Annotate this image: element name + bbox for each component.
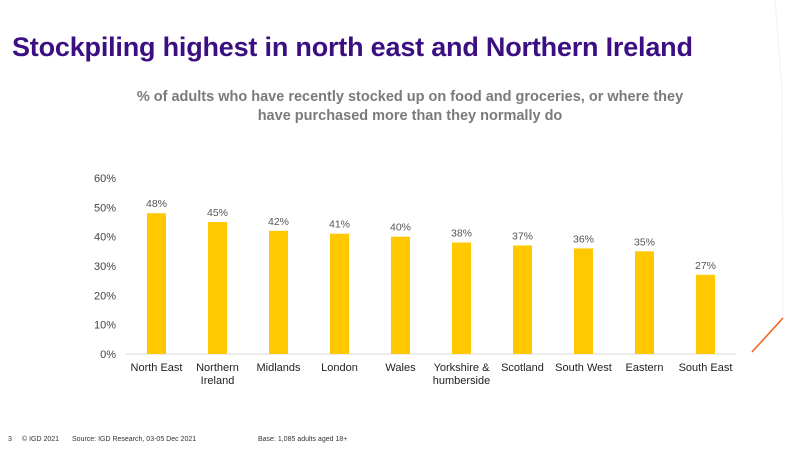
value-label: 42%	[268, 216, 289, 228]
bar	[330, 233, 349, 354]
x-tick-label: Wales	[385, 362, 416, 374]
value-label: 40%	[390, 222, 411, 234]
x-tick-label-line: Northern	[196, 362, 239, 374]
x-tick-label: North East	[131, 362, 183, 374]
x-tick-label: Yorkshire & humberside	[433, 362, 490, 387]
x-tick-label-line: South East	[679, 362, 733, 374]
x-tick-label: London	[321, 362, 358, 374]
y-tick-label: 60%	[94, 173, 116, 185]
source-text: Source: IGD Research, 03-05 Dec 2021	[72, 436, 197, 443]
x-tick-label: South East	[679, 362, 733, 374]
y-tick-label: 0%	[100, 349, 116, 361]
x-tick-label-line: Ireland	[201, 375, 235, 387]
x-tick-label-line: North East	[131, 362, 183, 374]
value-labels-group: 48% 45% 42% 41% 40% 38% 37% 36% 35% 27%	[146, 198, 716, 272]
x-tick-label-line: humberside	[433, 375, 490, 387]
value-label: 35%	[634, 236, 655, 248]
bar	[635, 251, 654, 354]
value-label: 36%	[573, 233, 594, 245]
x-tick-label-line: Eastern	[626, 362, 664, 374]
y-tick-label: 30%	[94, 261, 116, 273]
y-tick-label: 40%	[94, 232, 116, 244]
y-tick-label: 20%	[94, 290, 116, 302]
x-tick-label: Midlands	[256, 362, 301, 374]
x-tick-label-line: Wales	[385, 362, 416, 374]
value-label: 48%	[146, 198, 167, 210]
bar	[208, 222, 227, 354]
bar	[574, 248, 593, 354]
y-tick-label: 50%	[94, 202, 116, 214]
value-label: 38%	[451, 228, 472, 240]
bar	[452, 242, 471, 354]
x-tick-label: Eastern	[626, 362, 664, 374]
x-axis-labels-group: North East Northern Ireland Midlands London W…	[131, 362, 733, 387]
x-tick-label-line: Yorkshire &	[434, 362, 491, 374]
value-label: 37%	[512, 230, 533, 242]
bars-group	[147, 213, 715, 354]
x-tick-label: South West	[555, 362, 612, 374]
x-tick-label: Scotland	[501, 362, 544, 374]
y-tick-label: 10%	[94, 320, 116, 332]
value-label: 45%	[207, 207, 228, 219]
copyright-text: © IGD 2021	[22, 436, 60, 443]
bar	[391, 236, 410, 354]
page-number: 3	[8, 436, 12, 443]
accent-line	[751, 317, 784, 353]
bar	[269, 230, 288, 354]
slide-title: Stockpiling highest in north east and No…	[12, 32, 693, 62]
bar	[147, 213, 166, 354]
base-text: Base: 1,085 adults aged 18+	[258, 436, 348, 443]
x-tick-label-line: London	[321, 362, 358, 374]
chart-subtitle: % of adults who have recently stocked up…	[136, 89, 684, 124]
x-tick-label-line: Scotland	[501, 362, 544, 374]
bar	[696, 274, 715, 354]
x-tick-label-line: South West	[555, 362, 612, 374]
y-axis: 0% 10% 20% 30% 40% 50% 60%	[94, 173, 116, 361]
value-label: 41%	[329, 219, 350, 231]
x-tick-label-line: Midlands	[256, 362, 301, 374]
value-label: 27%	[695, 260, 716, 272]
bar	[513, 245, 532, 354]
x-tick-label: Northern Ireland	[196, 362, 239, 387]
